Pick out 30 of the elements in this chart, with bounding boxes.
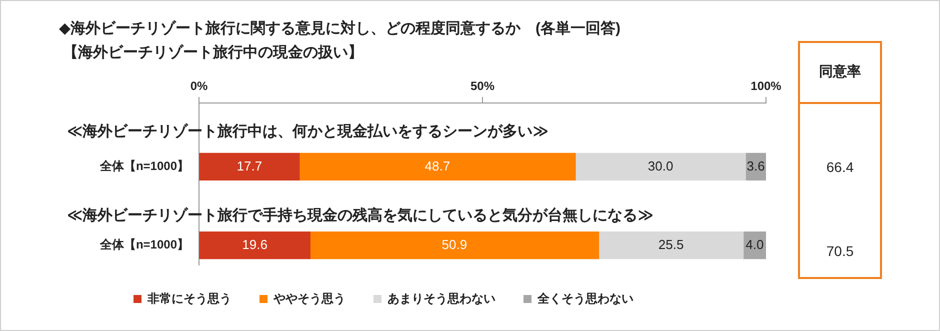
data-label: 30.0 xyxy=(648,158,674,174)
data-label: 50.9 xyxy=(442,236,468,252)
text: 70.5 xyxy=(825,243,855,259)
text: 同意率 xyxy=(818,63,862,81)
bar xyxy=(310,232,600,260)
data-label: 4.0 xyxy=(746,236,764,252)
data-label: 48.7 xyxy=(424,158,450,174)
y-tick-label: 全体【n=1000】 xyxy=(98,238,189,252)
data-label: 19.6 xyxy=(242,236,268,252)
legend-label: 全くそう思わない xyxy=(536,291,634,306)
x-tick-label: 100% xyxy=(750,79,782,94)
bar xyxy=(199,232,310,260)
bar xyxy=(598,232,744,260)
legend-label: ややそう思う xyxy=(272,291,346,306)
legend-label: 非常にそう思う xyxy=(146,291,232,306)
data-label: 3.6 xyxy=(746,158,765,174)
chart-subtitle: 【海外ビーチリゾート旅行中の現金の扱い】 xyxy=(63,43,363,62)
x-tick-label: 50% xyxy=(470,79,495,94)
annotation: ≪海外ビーチリゾート旅行で手持ち現金の残高を気にしていると気分が台無しになる≫ xyxy=(66,206,654,226)
legend-label: あまりそう思わない xyxy=(388,291,496,306)
annotation: ≪海外ビーチリゾート旅行中は、何かと現金払いをするシーンが多い≫ xyxy=(66,122,550,142)
chart-title: ◆海外ビーチリゾート旅行に関する意見に対し、どの程度同意するか (各単一回答) xyxy=(59,19,621,38)
bar xyxy=(199,152,300,181)
x-tick-label: 0% xyxy=(190,79,208,94)
bar xyxy=(575,152,746,181)
data-label: 25.5 xyxy=(658,236,684,252)
data-label: 17.7 xyxy=(236,158,262,174)
bar xyxy=(299,152,576,181)
y-tick-label: 全体【n=1000】 xyxy=(98,159,189,174)
text: 66.4 xyxy=(825,159,855,175)
